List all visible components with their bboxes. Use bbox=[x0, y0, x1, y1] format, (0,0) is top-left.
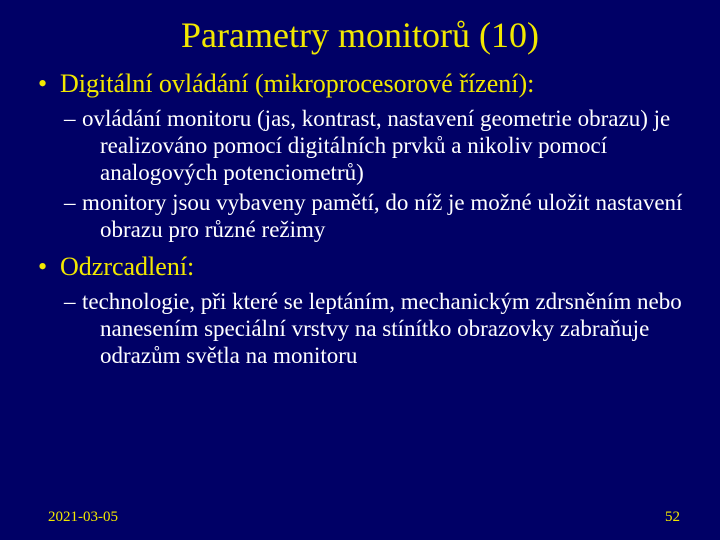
bullet-level1-label: Odzrcadlení: bbox=[60, 252, 194, 281]
bullet-dot-icon: • bbox=[38, 68, 60, 99]
footer-page-number: 52 bbox=[665, 509, 680, 526]
slide-title: Parametry monitorů (10) bbox=[20, 14, 700, 56]
bullet-dot-icon: • bbox=[38, 251, 60, 282]
bullet-level1-label: Digitální ovládání (mikroprocesorové říz… bbox=[60, 69, 534, 98]
sub-bullet-group: – technologie, při které se leptáním, me… bbox=[82, 288, 700, 369]
bullet-level1: •Odzrcadlení: bbox=[38, 251, 700, 282]
bullet-level1: •Digitální ovládání (mikroprocesorové ří… bbox=[38, 68, 700, 99]
footer-date: 2021-03-05 bbox=[48, 509, 118, 526]
bullet-level2: – monitory jsou vybaveny pamětí, do níž … bbox=[82, 189, 700, 243]
bullet-level2: – ovládání monitoru (jas, kontrast, nast… bbox=[82, 105, 700, 186]
sub-bullet-group: – ovládání monitoru (jas, kontrast, nast… bbox=[82, 105, 700, 243]
bullet-level2-text: ovládání monitoru (jas, kontrast, nastav… bbox=[82, 106, 670, 185]
slide: Parametry monitorů (10) •Digitální ovlád… bbox=[0, 0, 720, 540]
bullet-level2: – technologie, při které se leptáním, me… bbox=[82, 288, 700, 369]
slide-footer: 2021-03-05 52 bbox=[0, 509, 720, 526]
bullet-level2-text: technologie, při které se leptáním, mech… bbox=[82, 289, 682, 368]
bullet-level2-text: monitory jsou vybaveny pamětí, do níž je… bbox=[82, 190, 682, 242]
